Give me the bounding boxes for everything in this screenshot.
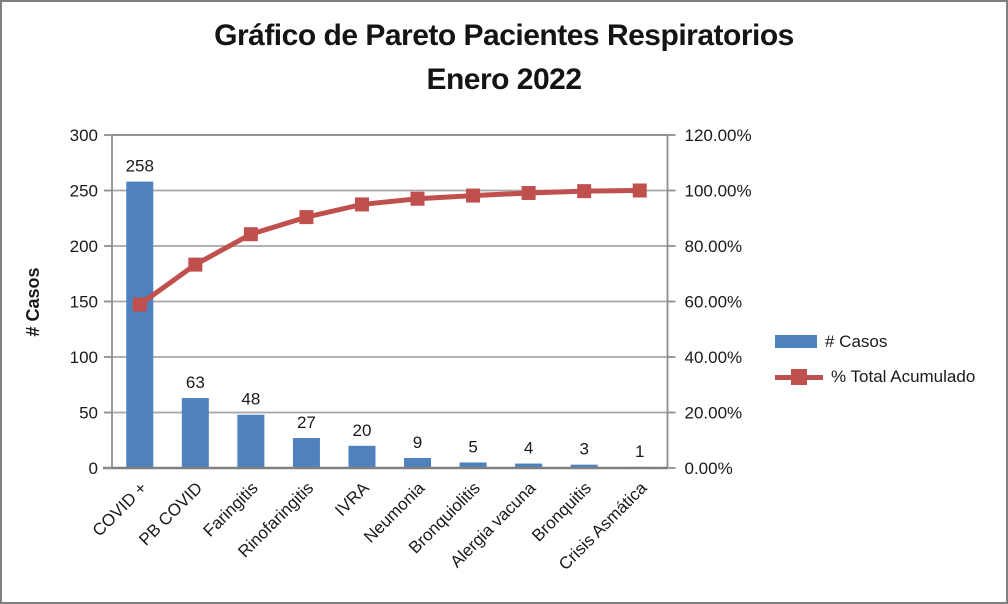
bar-PB COVID	[181, 398, 209, 468]
line-marker-Bronquiolitis	[466, 188, 481, 203]
bar-data-label: 9	[413, 433, 422, 452]
left-axis-tick-label: 50	[79, 404, 98, 423]
legend-item-acumulado: % Total Acumulado	[775, 359, 975, 394]
right-axis-tick-label: 120.00%	[685, 126, 752, 145]
legend-label-casos: # Casos	[825, 331, 888, 351]
bar-data-label: 258	[126, 157, 154, 176]
bar-Neumonia	[404, 458, 432, 468]
legend-label-acumulado: % Total Acumulado	[831, 366, 976, 386]
right-axis-tick-label: 80.00%	[685, 237, 743, 256]
line-marker-Crisis Asmática	[632, 183, 647, 198]
line-marker-Alergia vacuna	[521, 186, 536, 201]
chart-legend: # Casos % Total Acumulado	[775, 324, 975, 394]
chart-title: Gráfico de Pareto Pacientes Respiratorio…	[2, 14, 1006, 102]
bar-data-label: 27	[297, 413, 316, 432]
chart-title-line2: Enero 2022	[426, 63, 582, 96]
line-marker-Neumonia	[410, 191, 425, 206]
cumulative-line	[138, 188, 640, 307]
bar-series-swatch-icon	[775, 335, 817, 348]
line-series-swatch-icon	[775, 368, 823, 385]
legend-item-casos: # Casos	[775, 324, 975, 359]
x-axis-category-label: IVRA	[331, 478, 373, 520]
right-axis-tick-label: 20.00%	[685, 404, 743, 423]
bar-data-label: 3	[579, 440, 588, 459]
line-marker-PB COVID	[188, 257, 203, 272]
bar-COVID +	[126, 181, 154, 468]
left-axis-tick-label: 250	[70, 182, 98, 201]
bar-data-label: 5	[468, 437, 477, 456]
left-axis-tick-label: 150	[70, 293, 98, 312]
line-marker-Faringitis	[243, 227, 258, 242]
bar-data-label: 4	[524, 439, 533, 458]
left-axis-tick-label: 100	[70, 348, 98, 367]
left-axis-tick-label: 0	[89, 459, 98, 478]
bar-IVRA	[348, 445, 376, 468]
left-axis-tick-label: 300	[70, 126, 98, 145]
bar-data-label: 1	[635, 442, 644, 461]
right-axis-tick-label: 60.00%	[685, 293, 743, 312]
bar-Bronquitis	[570, 464, 598, 468]
bar-Faringitis	[237, 414, 265, 468]
right-axis-tick-label: 100.00%	[685, 182, 752, 201]
left-axis-title: # Casos	[23, 267, 43, 336]
right-axis-tick-label: 40.00%	[685, 348, 743, 367]
bar-Rinofaringitis	[292, 438, 320, 468]
bar-data-label: 20	[353, 421, 372, 440]
line-marker-Bronquitis	[577, 184, 592, 199]
right-axis-tick-label: 0.00%	[685, 459, 733, 478]
chart-title-line1: Gráfico de Pareto Pacientes Respiratorio…	[214, 19, 794, 52]
line-marker-COVID +	[132, 297, 147, 312]
bar-data-label: 63	[186, 373, 205, 392]
bar-data-label: 48	[241, 390, 260, 409]
bar-Bronquiolitis	[459, 462, 487, 468]
line-marker-IVRA	[354, 197, 369, 212]
left-axis-tick-label: 200	[70, 237, 98, 256]
line-marker-Rinofaringitis	[299, 210, 314, 225]
bar-Alergia vacuna	[515, 463, 543, 468]
